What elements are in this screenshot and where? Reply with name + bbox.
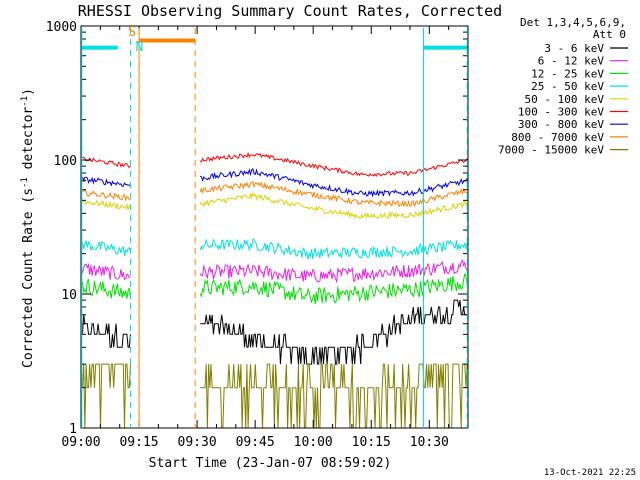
series-line-3 [199, 273, 468, 305]
legend-label-7: 300 - 800 keV [518, 118, 604, 131]
legend-label-2: 6 - 12 keV [538, 55, 605, 68]
legend-label-1: 3 - 6 keV [544, 42, 604, 55]
y-tick-label: 100 [54, 154, 77, 169]
legend-label-4: 25 - 50 keV [531, 80, 604, 93]
series-line-3 [82, 278, 131, 300]
chart-title: RHESSI Observing Summary Count Rates, Co… [78, 2, 502, 20]
y-axis-label-part2: detector [21, 107, 36, 178]
y-axis-label: Corrected Count Rate (s-1 detector-1) [20, 88, 36, 368]
x-tick-label: 10:30 [410, 435, 449, 450]
y-axis-label-part1: Corrected Count Rate (s [21, 188, 36, 368]
series-line-7 [200, 168, 468, 198]
legend-header-line1: Det 1,3,4,5,6,9, [520, 16, 626, 29]
event-marker: S [128, 25, 136, 40]
plot-data-layer [82, 151, 468, 429]
x-tick-label: 10:00 [294, 435, 333, 450]
series-line-4 [199, 238, 468, 260]
series-line-1 [200, 299, 468, 365]
y-axis-label-sup1: -1 [20, 177, 30, 188]
y-tick-label: 1000 [46, 20, 77, 35]
series-line-9 [200, 363, 468, 429]
series-line-6 [199, 151, 468, 178]
y-axis-label-sup2: -1 [20, 96, 30, 107]
x-tick-label: 09:30 [178, 435, 217, 450]
series-line-2 [82, 262, 131, 281]
series-line-9 [82, 363, 131, 429]
x-tick-label: 09:15 [119, 435, 158, 450]
timestamp: 13-Oct-2021 22:25 [544, 468, 636, 478]
y-axis-label-part3: ) [21, 88, 36, 96]
x-tick-label: 10:15 [352, 435, 391, 450]
series-line-8 [82, 189, 131, 202]
legend-label-3: 12 - 25 keV [531, 67, 604, 80]
axes-layer: 09:00 09:15 09:30 09:45 10:00 10:15 10:30 1 10 10… [46, 20, 469, 450]
y-tick-label: 1 [69, 422, 77, 437]
series-line-4 [82, 238, 131, 257]
x-tick-label: 09:45 [236, 435, 275, 450]
legend-label-9: 7000 - 15000 keV [498, 144, 604, 157]
legend-label-6: 100 - 300 keV [518, 106, 604, 119]
series-line-8 [199, 180, 468, 208]
series-line-2 [199, 259, 468, 284]
legend-label-5: 50 - 100 keV [525, 93, 605, 106]
series-line-7 [82, 176, 131, 187]
series-line-1 [82, 314, 131, 348]
x-axis-label: Start Time (23-Jan-07 08:59:02) [149, 456, 392, 471]
legend-header-line2: Att 0 [593, 28, 626, 41]
event-marker: N [136, 40, 144, 55]
x-tick-label: 09:00 [61, 435, 100, 450]
legend-label-8: 800 - 7000 keV [511, 131, 604, 144]
y-tick-label: 10 [61, 288, 77, 303]
series-line-5 [199, 191, 468, 220]
series-line-5 [82, 199, 131, 212]
overlay-layer: SN [81, 25, 468, 428]
